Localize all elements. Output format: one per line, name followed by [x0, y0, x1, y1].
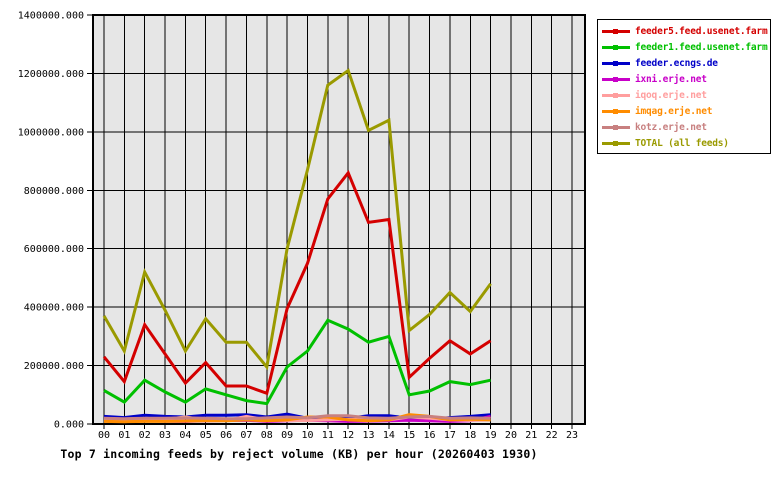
legend-label: imqag.erje.net [635, 106, 713, 118]
x-tick-label: 02 [139, 430, 151, 441]
legend-item: ixni.erje.net [598, 71, 770, 87]
x-tick-label: 08 [261, 430, 273, 441]
legend-item: TOTAL (all feeds) [598, 136, 770, 152]
y-tick-label: 1200000.000 [18, 69, 84, 80]
legend-label: feeder1.feed.usenet.farm [635, 41, 768, 53]
y-tick-label: 400000.000 [24, 303, 84, 314]
legend-item: feeder1.feed.usenet.farm [598, 39, 770, 55]
x-tick-label: 03 [159, 430, 171, 441]
series-line-kotz-erje-net [103, 414, 491, 421]
legend-line-sample [602, 43, 630, 52]
y-tick-label: 800000.000 [24, 186, 84, 197]
x-tick-label: 15 [403, 430, 415, 441]
x-tick-label: 21 [525, 430, 537, 441]
x-tick-label: 22 [546, 430, 558, 441]
plot-area [93, 15, 585, 424]
chart-title: Top 7 incoming feeds by reject volume (K… [60, 447, 538, 461]
x-tick-label: 09 [281, 430, 293, 441]
x-tick-label: 14 [383, 430, 395, 441]
x-tick-label: 17 [444, 430, 456, 441]
x-tick-label: 23 [566, 430, 578, 441]
legend-label: ixni.erje.net [635, 73, 707, 85]
series-line-total-all-feeds [102, 68, 492, 371]
x-tick-label: 18 [464, 430, 476, 441]
x-tick-label: 06 [220, 430, 232, 441]
legend-item: feeder.ecngs.de [598, 55, 770, 71]
legend-label: kotz.erje.net [635, 122, 707, 134]
legend-point-marker-icon [613, 141, 618, 147]
legend-label: feeder5.feed.usenet.farm [635, 25, 768, 37]
legend-label: feeder.ecngs.de [635, 57, 718, 69]
series-line-feeder5-feed-usenet-farm [102, 169, 492, 396]
y-tick-label: 1400000.000 [18, 11, 84, 22]
legend-line-sample [602, 107, 630, 116]
y-tick-label: 1000000.000 [18, 127, 84, 138]
x-tick-label: 20 [505, 430, 517, 441]
legend-item: iqoq.erje.net [598, 87, 770, 103]
legend-point-marker-icon [613, 44, 618, 50]
legend-label: TOTAL (all feeds) [635, 138, 729, 150]
legend-item: imqag.erje.net [598, 103, 770, 119]
legend-item: kotz.erje.net [598, 120, 770, 136]
legend-point-marker-icon [613, 60, 618, 66]
x-tick-label: 11 [322, 430, 334, 441]
x-tick-label: 07 [240, 430, 252, 441]
x-tick-label: 19 [485, 430, 497, 441]
legend-point-marker-icon [613, 125, 618, 131]
legend-point-marker-icon [613, 28, 618, 34]
legend-line-sample [602, 139, 630, 148]
x-tick-label: 05 [200, 430, 212, 441]
legend-line-sample [602, 59, 630, 68]
legend-line-sample [602, 91, 630, 100]
x-tick-label: 00 [98, 430, 110, 441]
x-tick-label: 01 [118, 430, 130, 441]
legend-line-sample [602, 75, 630, 84]
legend-point-marker-icon [613, 92, 618, 98]
series-line-feeder1-feed-usenet-farm [103, 318, 491, 406]
legend-line-sample [602, 27, 630, 36]
x-tick-label: 10 [301, 430, 313, 441]
legend-point-marker-icon [613, 76, 618, 82]
y-tick-label: 600000.000 [24, 244, 84, 255]
legend-point-marker-icon [613, 109, 618, 115]
legend-label: iqoq.erje.net [635, 89, 707, 101]
y-tick-label: 0.000 [54, 420, 84, 431]
x-tick-label: 04 [179, 430, 191, 441]
legend-line-sample [602, 123, 630, 132]
x-tick-label: 13 [363, 430, 375, 441]
legend-item: feeder5.feed.usenet.farm [598, 23, 770, 39]
x-tick-label: 12 [342, 430, 354, 441]
plot-border [92, 14, 586, 425]
y-tick-label: 200000.000 [24, 361, 84, 372]
x-tick-label: 16 [424, 430, 436, 441]
legend: feeder5.feed.usenet.farm feeder1.feed.use… [597, 19, 771, 154]
